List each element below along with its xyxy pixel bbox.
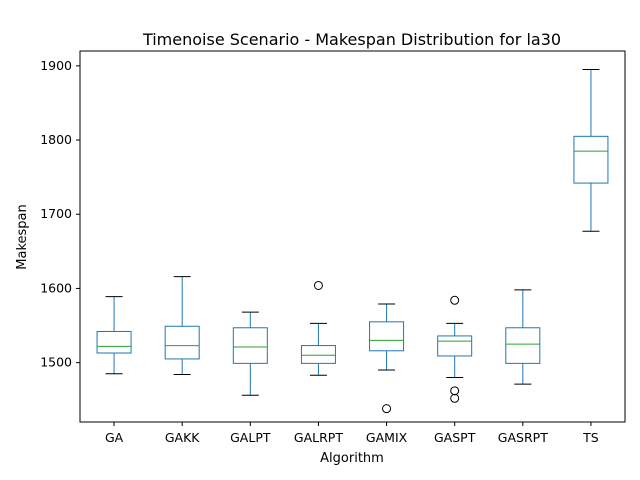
- x-tick-label: GASRPT: [498, 430, 548, 445]
- x-tick-label: TS: [582, 430, 599, 445]
- x-tick-label: GA: [105, 430, 124, 445]
- box: [505, 327, 541, 364]
- box: [96, 330, 132, 354]
- x-tick-label: GAKK: [165, 430, 200, 445]
- outlier-point: [450, 386, 460, 396]
- y-tick-label: 1800: [40, 132, 72, 147]
- x-axis-label: Algorithm: [320, 451, 384, 466]
- outlier-point: [450, 295, 460, 305]
- box: [164, 325, 200, 360]
- x-tick-label: GALPT: [230, 430, 271, 445]
- box: [437, 335, 473, 357]
- y-tick-label: 1500: [40, 355, 72, 370]
- box: [232, 327, 268, 364]
- y-tick-label: 1600: [40, 280, 72, 295]
- y-tick-label: 1900: [40, 58, 72, 73]
- x-tick-label: GAMIX: [366, 430, 408, 445]
- x-tick-label: GASPT: [434, 430, 476, 445]
- y-tick-label: 1700: [40, 206, 72, 221]
- y-axis-label: Makespan: [15, 204, 30, 269]
- plot-area: 1500 1600 1700 1800 1900 GA GAKK GALPT GALRPT GAM…: [40, 58, 609, 445]
- outlier-point: [382, 404, 392, 414]
- outlier-point: [313, 280, 323, 290]
- chart-title: Timenoise Scenario - Makespan Distributi…: [142, 30, 561, 49]
- x-tick-label: GALRPT: [294, 430, 343, 445]
- box: [300, 345, 336, 364]
- outlier-point: [450, 393, 460, 403]
- box: [573, 135, 609, 184]
- box: [369, 321, 405, 352]
- plot-frame: [79, 50, 626, 423]
